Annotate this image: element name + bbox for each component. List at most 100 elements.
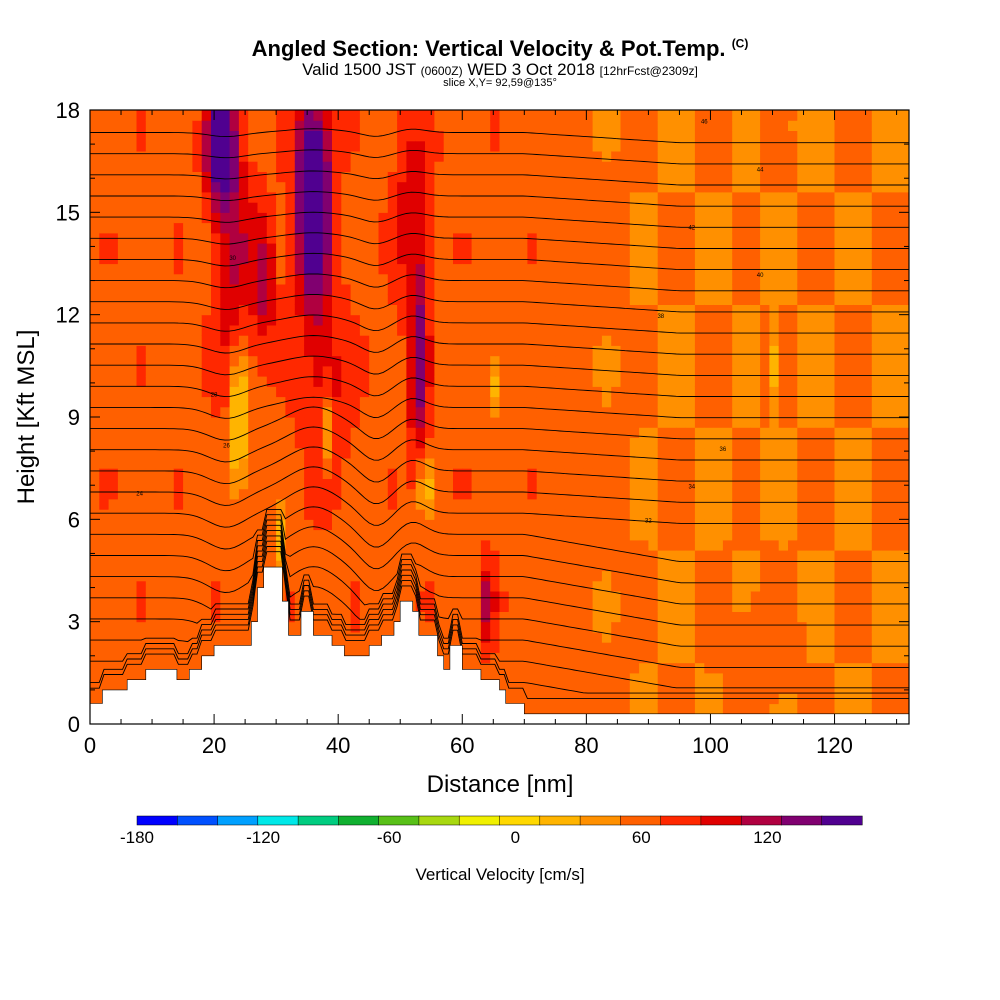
velocity-cell [387, 202, 398, 213]
velocity-cell [406, 150, 417, 162]
velocity-cell [248, 427, 259, 438]
velocity-cell [266, 396, 277, 408]
velocity-cell [341, 427, 352, 438]
velocity-cell [685, 417, 696, 428]
velocity-cell [359, 140, 370, 152]
velocity-cell [145, 150, 156, 162]
velocity-cell [797, 427, 808, 438]
velocity-cell [155, 130, 165, 142]
velocity-cell [304, 488, 314, 500]
velocity-cell [620, 181, 631, 193]
velocity-cell [136, 437, 147, 449]
velocity-cell [294, 376, 305, 387]
velocity-cell [713, 447, 724, 459]
velocity-cell [853, 550, 864, 561]
velocity-cell [629, 427, 640, 438]
velocity-cell [750, 703, 761, 715]
velocity-cell [536, 365, 547, 377]
velocity-cell [127, 345, 138, 357]
velocity-cell [815, 191, 826, 203]
velocity-cell [229, 631, 240, 643]
velocity-cell [694, 273, 705, 285]
velocity-cell [657, 191, 668, 203]
velocity-cell [713, 519, 724, 531]
velocity-cell [583, 509, 594, 520]
velocity-cell [825, 529, 836, 541]
velocity-cell [108, 519, 119, 531]
velocity-cell [778, 335, 789, 346]
velocity-cell [369, 284, 380, 295]
velocity-cell [676, 161, 687, 172]
velocity-cell [480, 222, 491, 234]
velocity-cell [825, 273, 836, 285]
velocity-cell [341, 539, 352, 551]
velocity-cell [266, 447, 277, 459]
velocity-cell [518, 652, 528, 664]
velocity-cell [611, 591, 622, 602]
velocity-cell [555, 631, 566, 643]
velocity-cell [667, 703, 677, 715]
velocity-cell [657, 110, 668, 121]
velocity-cell [685, 631, 696, 643]
velocity-cell [639, 314, 649, 326]
velocity-cell [155, 202, 165, 213]
velocity-cell [90, 314, 100, 326]
velocity-cell [453, 222, 463, 234]
velocity-cell [769, 386, 780, 398]
velocity-cell [248, 457, 259, 469]
velocity-cell [183, 550, 193, 561]
velocity-cell [304, 263, 314, 275]
velocity-cell [536, 110, 547, 121]
velocity-cell [136, 355, 147, 367]
velocity-cell [508, 181, 519, 193]
velocity-cell [527, 703, 538, 715]
velocity-cell [471, 161, 482, 172]
velocity-cell [415, 335, 426, 346]
velocity-cell [853, 222, 864, 234]
velocity-cell [266, 478, 277, 490]
velocity-cell [136, 631, 147, 643]
velocity-cell [648, 550, 659, 561]
velocity-cell [620, 294, 631, 305]
velocity-cell [257, 406, 268, 418]
velocity-cell [732, 171, 743, 183]
velocity-cell [359, 294, 370, 305]
velocity-cell [694, 150, 705, 162]
velocity-cell [443, 417, 454, 428]
velocity-cell [815, 509, 826, 520]
velocity-cell [294, 386, 305, 398]
velocity-cell [667, 365, 677, 377]
velocity-cell [601, 437, 612, 449]
velocity-cell [741, 140, 752, 152]
velocity-cell [518, 662, 528, 674]
velocity-cell [462, 161, 473, 172]
velocity-cell [173, 498, 184, 510]
velocity-cell [313, 253, 324, 265]
velocity-cell [611, 273, 622, 285]
velocity-cell [657, 601, 668, 612]
velocity-cell [248, 243, 259, 254]
velocity-cell [108, 355, 119, 367]
velocity-cell [304, 560, 314, 572]
velocity-cell [620, 488, 631, 500]
velocity-cell [629, 273, 640, 285]
velocity-cell [341, 324, 352, 336]
velocity-cell [350, 642, 361, 653]
velocity-cell [397, 284, 407, 295]
velocity-cell [425, 621, 435, 633]
velocity-cell [453, 191, 463, 203]
velocity-cell [192, 365, 203, 377]
velocity-cell [657, 519, 668, 531]
velocity-cell [704, 161, 715, 172]
velocity-cell [201, 519, 212, 531]
velocity-cell [620, 222, 631, 234]
velocity-cell [480, 642, 491, 653]
velocity-cell [434, 376, 445, 387]
velocity-cell [276, 273, 286, 285]
velocity-cell [834, 212, 845, 224]
velocity-cell [667, 642, 677, 653]
velocity-cell [90, 570, 100, 582]
velocity-cell [694, 396, 705, 408]
velocity-cell [136, 130, 147, 142]
velocity-cell [657, 273, 668, 285]
